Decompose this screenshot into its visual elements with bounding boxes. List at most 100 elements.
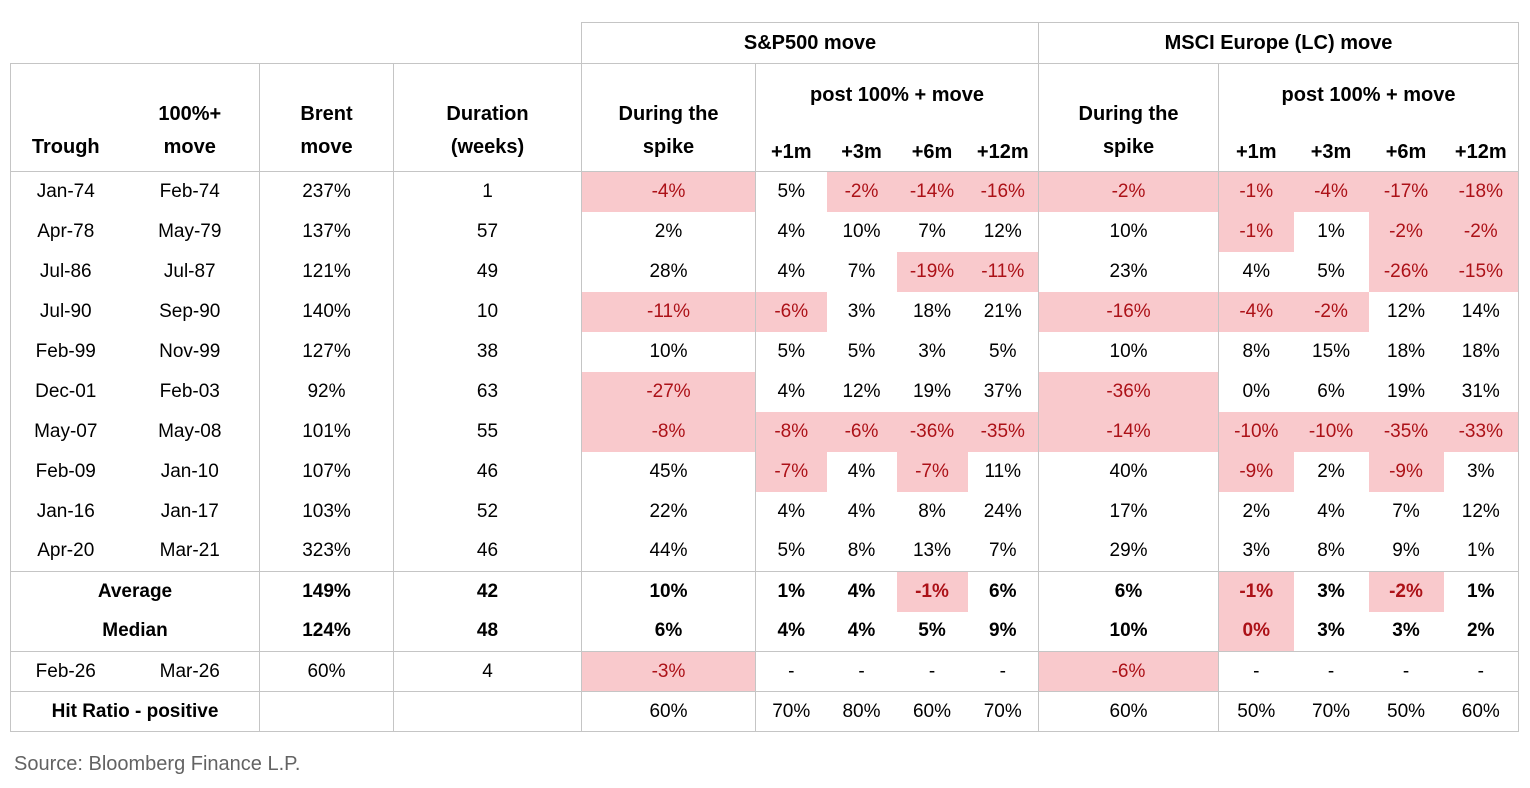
brent-move-cell: 137% <box>259 211 394 252</box>
msci-post-cell: 31% <box>1443 371 1520 412</box>
trough-cell: Jul-86 <box>10 251 121 292</box>
sp500-post-cell: 3% <box>918 340 946 362</box>
sp500-post-cell: 4% <box>755 371 827 412</box>
sp500-post-cell: -6% <box>826 411 897 452</box>
sp500-post-cell: 24% <box>983 500 1022 522</box>
msci-post-cell: -4% <box>1218 291 1294 332</box>
sp500-post-cell: -6% <box>755 291 827 332</box>
msci-post-cell: 3% <box>1218 531 1294 572</box>
table-row: Apr-20 Mar-21 323% 46 44% 5% 8% 13% 7% 29% 3% 8% 9% 1… <box>10 531 1520 572</box>
trough-cell: Feb-26 <box>10 651 121 692</box>
msci-post-cell: 19% <box>1387 380 1426 402</box>
msci-post-cell: 2% <box>1443 611 1520 652</box>
msci-post-cell: 60% <box>1443 691 1520 732</box>
msci-post-cell: 18% <box>1387 340 1426 362</box>
sp500-post-cell: 18% <box>912 300 952 322</box>
sp500-post-cell: 5% <box>755 331 827 372</box>
sp500-post-cell: 12% <box>983 220 1022 242</box>
msci-post-cell: - <box>1218 651 1294 692</box>
sp500-post-cell: 7% <box>847 260 876 282</box>
msci-during-cell: -36% <box>1038 371 1219 412</box>
msci-post-cell: 5% <box>1317 260 1345 282</box>
sp500-post-cell: 13% <box>912 540 952 562</box>
sp500-post-cell: 4% <box>755 491 827 532</box>
msci-post-cell: 1% <box>1443 571 1520 612</box>
msci-post-cell: 50% <box>1368 691 1444 732</box>
sp500-post-cell: 5% <box>755 171 827 212</box>
move-date-cell: Feb-03 <box>159 380 220 402</box>
sp500-post-cell: 1% <box>755 571 827 612</box>
sp500-post-cell: -8% <box>755 411 827 452</box>
sp500-during-cell: 10% <box>581 331 756 372</box>
sp500-post-cell: 5% <box>989 340 1017 362</box>
msci-post-cell: 6% <box>1317 380 1345 402</box>
sp500-post-cell: 4% <box>847 500 876 522</box>
duration-cell: 52 <box>393 491 582 532</box>
msci-post-cell: 3% <box>1317 620 1345 642</box>
sp500-during-cell: -27% <box>581 371 756 412</box>
sp500-during-cell: -3% <box>581 651 756 692</box>
msci-during-cell: -14% <box>1038 411 1219 452</box>
sp500-post-cell: 7% <box>918 220 946 242</box>
col-header-sp500-12m: +12m <box>967 127 1039 172</box>
sp500-post-cell: 21% <box>983 300 1022 322</box>
table-row: Jul-90 Sep-90 140% 10 -11% -6% 3% 18% 21% -16% -4%… <box>10 291 1520 332</box>
trough-cell: Jan-16 <box>10 491 121 532</box>
sp500-during-cell: -8% <box>581 411 756 452</box>
table-row: Feb-26 Mar-26 60% 4 -3% - - - - -6% - - - - <box>10 651 1520 692</box>
sp500-post-cell: 37% <box>983 380 1022 402</box>
row-label: Median <box>10 611 260 652</box>
msci-post-cell: -26% <box>1368 251 1444 292</box>
sp500-post-cell: 11% <box>984 460 1022 482</box>
msci-section-header: MSCI Europe (LC) move <box>1038 22 1520 64</box>
move-date-cell: Nov-99 <box>159 340 221 362</box>
col-header-duration: Duration (weeks) <box>393 63 582 172</box>
sp500-post-cell: 4% <box>755 211 827 252</box>
sp500-post-cell: 6% <box>967 571 1039 612</box>
col-header-during-spike-sp500: During the spike <box>581 63 756 172</box>
sp500-post-cell: 19% <box>912 380 952 402</box>
duration-cell: 42 <box>393 571 582 612</box>
sp500-post-cell: 4% <box>755 611 827 652</box>
col-header-trough: Trough <box>10 63 121 172</box>
brent-move-cell: 107% <box>259 451 394 492</box>
sp500-post-cell: -35% <box>967 411 1039 452</box>
msci-post-cell: -2% <box>1293 291 1369 332</box>
msci-post-cell: 50% <box>1218 691 1294 732</box>
sp500-post-cell: -7% <box>755 451 827 492</box>
msci-post-cell: 15% <box>1312 340 1351 362</box>
col-header-msci-12m: +12m <box>1443 127 1520 172</box>
sp500-during-cell: 28% <box>581 251 756 292</box>
horizon-header-row: +1m +3m +6m +12m +1m +3m +6m +12m <box>11 127 1520 172</box>
duration-cell: 55 <box>393 411 582 452</box>
table-row: Apr-78 May-79 137% 57 2% 4% 10% 7% 12% 10% -1% 1% -2… <box>10 211 1520 252</box>
msci-post-cell: -4% <box>1293 171 1369 212</box>
msci-post-cell: 70% <box>1293 691 1369 732</box>
col-header-post-move-msci: post 100% + move <box>1218 63 1520 128</box>
sp500-post-cell: 5% <box>847 340 876 362</box>
brent-move-cell: 323% <box>259 531 394 572</box>
msci-post-cell: -15% <box>1443 251 1520 292</box>
col-header-sp500-6m: +6m <box>896 127 968 172</box>
brent-move-cell: 127% <box>259 331 394 372</box>
col-header-msci-6m: +6m <box>1368 127 1444 172</box>
sp500-post-cell: 5% <box>918 620 946 642</box>
trough-cell: Jan-74 <box>10 171 121 212</box>
sp500-post-cell: 12% <box>842 380 881 402</box>
col-header-brent-move: Brent move <box>259 63 394 172</box>
brent-move-cell: 237% <box>259 171 394 212</box>
duration-cell: 10 <box>393 291 582 332</box>
sp500-during-cell: 60% <box>581 691 756 732</box>
brent-move-cell: 103% <box>259 491 394 532</box>
msci-during-cell: 17% <box>1038 491 1219 532</box>
msci-post-cell: -18% <box>1443 171 1520 212</box>
sp500-post-cell: 8% <box>847 540 876 562</box>
msci-during-cell: 10% <box>1038 611 1219 652</box>
column-header-row: Trough 100%+ move Brent move Duration (w… <box>10 63 1520 172</box>
duration-cell: 48 <box>393 611 582 652</box>
msci-during-cell: 60% <box>1038 691 1219 732</box>
sp500-section-header: S&P500 move <box>580 22 1039 64</box>
section-header-row: S&P500 move MSCI Europe (LC) move <box>11 22 1520 64</box>
sp500-post-cell: -1% <box>896 571 968 612</box>
source-note: Source: Bloomberg Finance L.P. <box>14 753 301 775</box>
